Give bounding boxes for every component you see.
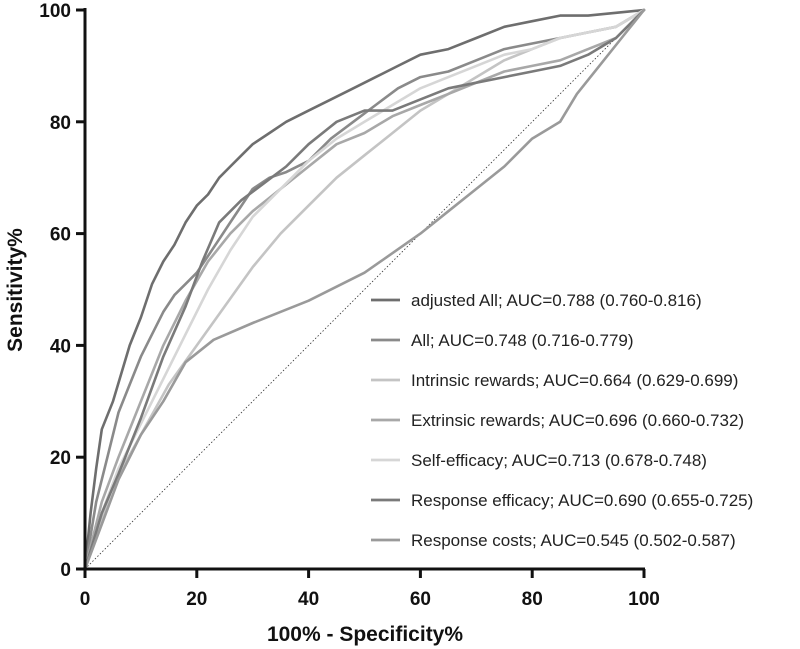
x-tick-label: 80 <box>522 589 543 610</box>
legend-label-3: Intrinsic rewards; AUC=0.664 (0.629-0.69… <box>411 371 738 390</box>
y-tick-label: 60 <box>50 225 71 246</box>
reference-layer <box>84 9 645 570</box>
series-line-7 <box>83 8 646 571</box>
series-line-5 <box>83 8 646 571</box>
axes <box>76 8 646 578</box>
y-tick-label: 20 <box>50 448 71 469</box>
x-tick-label: 100 <box>628 589 660 610</box>
x-tick-label: 0 <box>80 589 91 610</box>
legend-label-1: adjusted All; AUC=0.788 (0.760-0.816) <box>411 291 702 310</box>
y-axis-title: Sensitivity% <box>4 228 27 352</box>
series-line-1 <box>83 8 646 571</box>
legend-label-6: Response efficacy; AUC=0.690 (0.655-0.72… <box>411 491 753 510</box>
series-line-4 <box>83 8 646 571</box>
x-tick-label: 20 <box>186 589 207 610</box>
series-lines <box>83 8 646 571</box>
x-tick-label: 40 <box>298 589 319 610</box>
y-tick-label: 40 <box>50 336 71 357</box>
legend-label-4: Extrinsic rewards; AUC=0.696 (0.660-0.73… <box>411 411 744 430</box>
x-tick-label: 60 <box>410 589 431 610</box>
y-tick-label: 80 <box>50 113 71 134</box>
tick-labels: 0 20 40 60 80 100 0 20 40 60 80 100 <box>39 1 660 610</box>
legend: adjusted All; AUC=0.788 (0.760-0.816) All… <box>371 291 753 550</box>
series-line-6 <box>83 8 646 571</box>
reference-diagonal <box>84 9 645 570</box>
x-axis-title: 100% - Specificity% <box>267 623 463 646</box>
y-tick-label: 0 <box>60 560 71 581</box>
series-line-2 <box>83 8 646 571</box>
legend-label-2: All; AUC=0.748 (0.716-0.779) <box>411 331 634 350</box>
series-line-3 <box>83 8 646 571</box>
legend-label-5: Self-efficacy; AUC=0.713 (0.678-0.748) <box>411 451 707 470</box>
legend-label-7: Response costs; AUC=0.545 (0.502-0.587) <box>411 531 736 550</box>
y-tick-label: 100 <box>39 1 71 22</box>
